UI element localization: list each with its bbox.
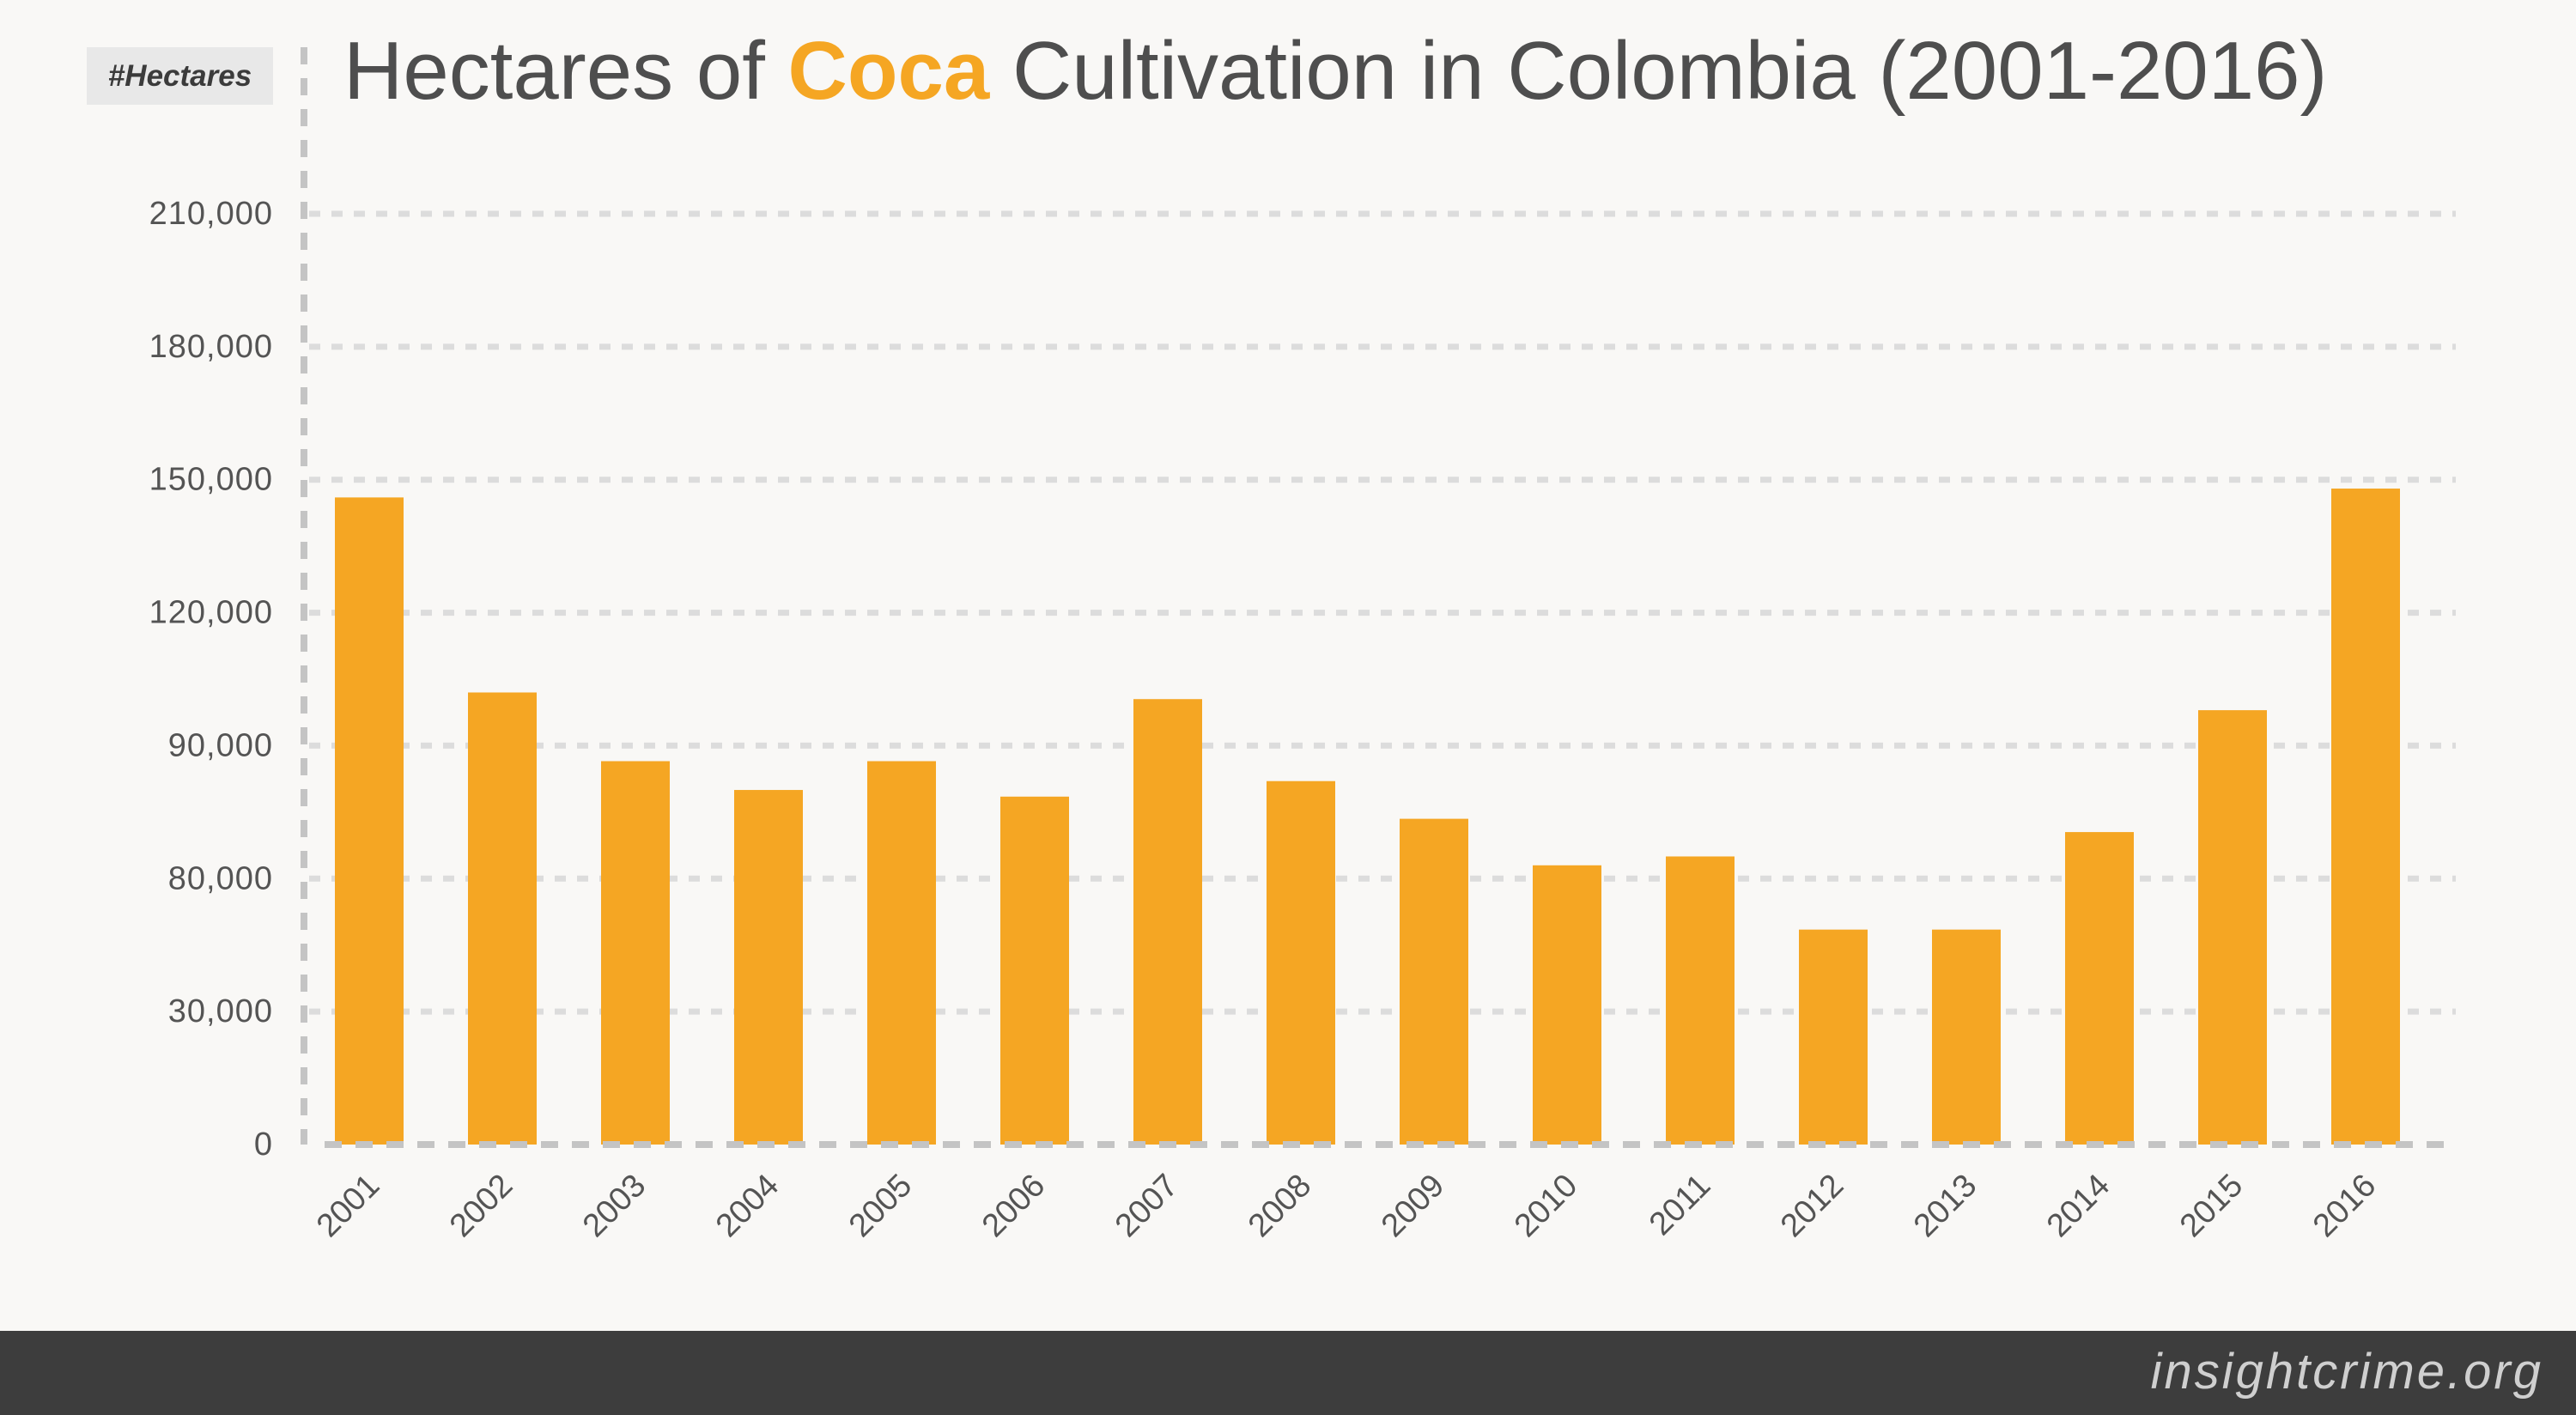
y-tick-label: 120,000 (149, 595, 273, 631)
bar-chart: 0 30,000 80,000 90,000 120,000 150,000 180,000… (149, 47, 2456, 1244)
bar-2006 (1000, 796, 1069, 1145)
x-tick-label: 2010 (1508, 1168, 1584, 1244)
x-tick-label: 2015 (2173, 1168, 2250, 1244)
title-highlight: Coca (787, 25, 990, 117)
bar-2004 (734, 790, 803, 1145)
x-tick-label: 2008 (1242, 1168, 1318, 1244)
bar-2001 (335, 497, 404, 1145)
chart-title: Hectares of Coca Cultivation in Colombia… (343, 24, 2327, 118)
y-tick-label: 180,000 (149, 329, 273, 365)
y-tick-label: 210,000 (149, 196, 273, 232)
x-tick-label: 2013 (1907, 1168, 1984, 1244)
bar-2011 (1666, 856, 1735, 1145)
title-prefix: Hectares of (343, 25, 788, 117)
x-tick-label: 2003 (576, 1168, 653, 1244)
x-tick-label: 2006 (975, 1168, 1052, 1244)
bar-2008 (1267, 780, 1335, 1145)
bar-2009 (1400, 818, 1468, 1145)
bar-2003 (601, 761, 670, 1145)
brand-link[interactable]: insightcrime.org (2150, 1344, 2543, 1400)
y-tick-label: 0 (254, 1127, 273, 1163)
x-tick-label: 2001 (310, 1168, 386, 1244)
x-tick-label: 2011 (1643, 1168, 1717, 1242)
x-tick-label: 2007 (1109, 1168, 1185, 1244)
bar-2002 (468, 692, 537, 1145)
x-tick-label: 2009 (1375, 1168, 1451, 1244)
y-tick-label: 80,000 (168, 860, 273, 896)
bar-2012 (1799, 929, 1868, 1145)
bar-2010 (1533, 865, 1601, 1145)
x-tick-label: 2004 (709, 1168, 786, 1244)
bar-2015 (2198, 710, 2267, 1145)
bar-2013 (1932, 929, 2001, 1145)
bar-2005 (867, 761, 936, 1145)
bar-2007 (1133, 699, 1202, 1145)
footer-bar: insightcrime.org (0, 1331, 2576, 1415)
x-tick-label: 2012 (1774, 1168, 1850, 1244)
hashtag-label: #Hectares (87, 47, 273, 105)
bar-2016 (2331, 489, 2400, 1145)
y-tick-label: 30,000 (168, 993, 273, 1029)
bar-2014 (2065, 832, 2134, 1145)
y-tick-label: 90,000 (168, 727, 273, 763)
x-tick-label: 2002 (443, 1168, 519, 1244)
x-tick-label: 2016 (2306, 1168, 2383, 1244)
x-tick-label: 2014 (2040, 1168, 2117, 1244)
x-tick-label: 2005 (842, 1168, 919, 1244)
y-tick-label: 150,000 (149, 462, 273, 498)
title-suffix: Cultivation in Colombia (2001-2016) (989, 25, 2328, 117)
